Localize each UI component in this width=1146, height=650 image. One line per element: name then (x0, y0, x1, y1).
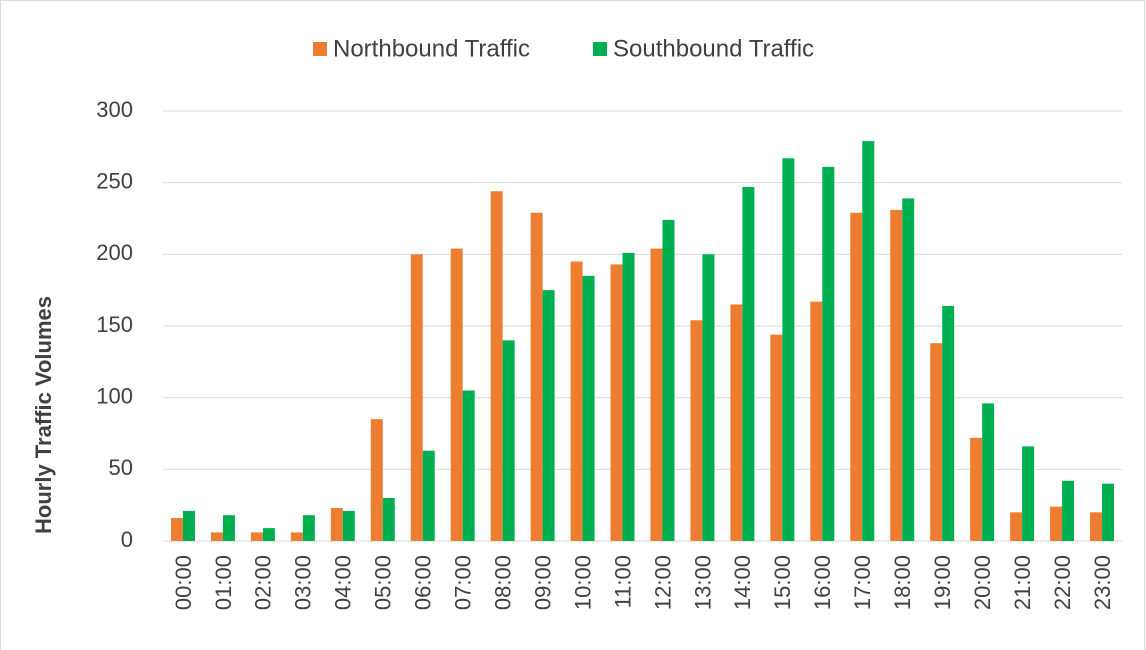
bar (1022, 446, 1035, 541)
bar (450, 248, 463, 541)
y-tick-label: 50 (109, 455, 133, 480)
x-tick-label: 14:00 (730, 555, 755, 610)
x-tick-label: 05:00 (371, 555, 396, 610)
x-tick-label: 17:00 (850, 555, 875, 610)
bar (502, 340, 515, 541)
legend-label: Northbound Traffic (333, 35, 530, 62)
bar (330, 508, 343, 541)
bar (250, 532, 263, 541)
bar (182, 510, 195, 541)
bar (1102, 483, 1115, 541)
y-tick-label: 0 (121, 527, 133, 552)
bar (730, 304, 743, 541)
bar (1062, 480, 1075, 541)
x-tick-label: 19:00 (930, 555, 955, 610)
legend-swatch (593, 42, 607, 56)
x-tick-label: 13:00 (690, 555, 715, 610)
x-tick-label: 08:00 (490, 555, 515, 610)
bar (1090, 512, 1103, 541)
bar (290, 532, 303, 541)
x-tick-label: 03:00 (291, 555, 316, 610)
legend-label: Southbound Traffic (613, 35, 814, 62)
y-tick-label: 100 (96, 383, 133, 408)
bar (1010, 512, 1023, 541)
x-tick-label: 22:00 (1050, 555, 1075, 610)
bar (210, 532, 223, 541)
x-tick-label: 04:00 (331, 555, 356, 610)
bar (742, 186, 755, 541)
bar (610, 264, 623, 541)
x-tick-label: 00:00 (171, 555, 196, 610)
bar (822, 166, 835, 541)
bar (970, 437, 983, 541)
x-tick-label: 21:00 (1010, 555, 1035, 610)
legend-swatch (313, 42, 327, 56)
bar (342, 510, 355, 541)
bar (850, 212, 863, 541)
y-axis-title: Hourly Traffic Volumes (31, 296, 56, 534)
bar (490, 191, 503, 541)
bar (222, 515, 235, 541)
bar (702, 254, 715, 542)
bar (382, 498, 395, 541)
bar (530, 212, 543, 541)
x-tick-label: 02:00 (251, 555, 276, 610)
bar (1050, 506, 1063, 541)
y-tick-label: 200 (96, 240, 133, 265)
x-tick-label: 11:00 (610, 555, 635, 608)
x-tick-label: 23:00 (1090, 555, 1115, 610)
bar (622, 252, 635, 541)
x-tick-label: 12:00 (650, 555, 675, 610)
bar (650, 248, 663, 541)
bar (582, 275, 595, 541)
bar (370, 419, 383, 541)
bar (782, 158, 795, 542)
bar (302, 515, 315, 541)
bar (170, 518, 183, 541)
bar (930, 343, 943, 541)
x-tick-label: 15:00 (770, 555, 795, 610)
x-tick-label: 16:00 (810, 555, 835, 610)
bar (810, 301, 823, 541)
bar (770, 334, 783, 541)
bar (890, 209, 903, 541)
bar (570, 261, 583, 541)
x-tick-label: 07:00 (451, 555, 476, 610)
bar (410, 254, 423, 542)
x-tick-label: 01:00 (211, 555, 236, 610)
bar (542, 290, 555, 541)
x-tick-label: 06:00 (411, 555, 436, 610)
x-tick-label: 10:00 (570, 555, 595, 610)
bar (942, 305, 955, 541)
bar (462, 390, 475, 541)
bar (690, 320, 703, 541)
x-tick-label: 20:00 (970, 555, 995, 610)
bar (262, 528, 275, 541)
y-tick-label: 150 (96, 312, 133, 337)
bar (982, 403, 995, 541)
x-tick-label: 18:00 (890, 555, 915, 610)
bar (862, 141, 875, 541)
bar (422, 450, 435, 541)
x-tick-label: 09:00 (530, 555, 555, 610)
y-tick-label: 300 (96, 97, 133, 122)
bar (902, 198, 915, 541)
y-tick-label: 250 (96, 168, 133, 193)
bar (662, 219, 675, 541)
